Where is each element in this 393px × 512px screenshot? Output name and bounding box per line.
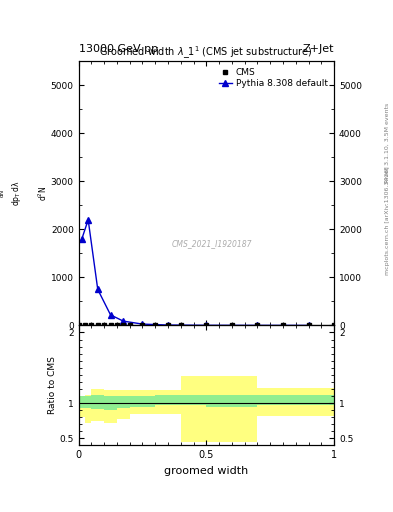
Pythia 8.308 default (79, 236, 84, 242)
CMS (83, 322, 87, 328)
Pythia 8.308 default (108, 312, 113, 318)
CMS (140, 322, 145, 328)
Pythia 8.308 default (86, 217, 90, 223)
CMS (204, 322, 209, 328)
CMS (108, 322, 113, 328)
CMS (121, 322, 126, 328)
Title: Groomed width $\lambda\_1^1$ (CMS jet substructure): Groomed width $\lambda\_1^1$ (CMS jet su… (99, 45, 313, 61)
CMS (332, 322, 336, 328)
CMS (127, 322, 132, 328)
Text: 13000 GeV pp: 13000 GeV pp (79, 44, 158, 54)
CMS (306, 322, 311, 328)
Pythia 8.308 default (140, 321, 145, 327)
X-axis label: groomed width: groomed width (164, 466, 248, 476)
CMS (115, 322, 119, 328)
CMS (102, 322, 107, 328)
Pythia 8.308 default (121, 318, 126, 324)
Text: Rivet 3.1.10, 3.5M events: Rivet 3.1.10, 3.5M events (385, 103, 390, 183)
Y-axis label: $\frac{1}{\rm{d}N}$
$\rm{d}p_T\,\rm{d}\lambda$

$\rm{d}^2N$: $\frac{1}{\rm{d}N}$ $\rm{d}p_T\,\rm{d}\l… (0, 181, 50, 206)
Pythia 8.308 default (204, 322, 209, 328)
CMS (281, 322, 285, 328)
CMS (255, 322, 260, 328)
CMS (166, 322, 171, 328)
Pythia 8.308 default (95, 286, 100, 292)
CMS (230, 322, 234, 328)
CMS (153, 322, 158, 328)
Pythia 8.308 default (255, 322, 260, 328)
CMS (89, 322, 94, 328)
Line: Pythia 8.308 default: Pythia 8.308 default (79, 217, 311, 328)
Pythia 8.308 default (306, 323, 311, 329)
Text: mcplots.cern.ch [arXiv:1306.3436]: mcplots.cern.ch [arXiv:1306.3436] (385, 166, 390, 274)
Text: CMS_2021_I1920187: CMS_2021_I1920187 (171, 239, 252, 248)
CMS (76, 322, 81, 328)
Legend: CMS, Pythia 8.308 default: CMS, Pythia 8.308 default (217, 66, 330, 90)
Y-axis label: Ratio to CMS: Ratio to CMS (48, 356, 57, 414)
Text: Z+Jet: Z+Jet (303, 44, 334, 54)
CMS (178, 322, 183, 328)
Line: CMS: CMS (77, 323, 336, 328)
CMS (95, 322, 100, 328)
Pythia 8.308 default (166, 322, 171, 328)
